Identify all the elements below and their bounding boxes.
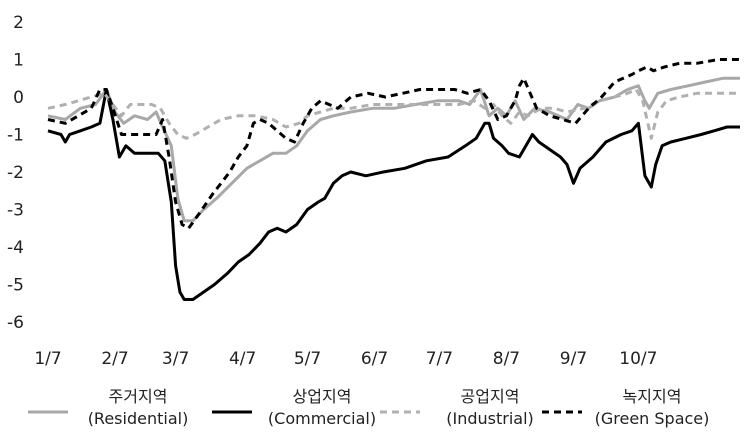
x-tick-label: 6/7 [361,349,388,369]
x-tick-label: 9/7 [560,349,587,369]
series-line-1 [47,76,740,223]
legend-label: 녹지지역 (Green Space) [595,387,710,428]
y-tick-label: -1 [7,126,24,146]
x-tick-label: 1/7 [34,349,61,369]
series-lines [47,58,740,301]
x-tick-label: 2/7 [101,349,128,369]
legend-item-2: 상업지역 (Commercial) [212,387,376,428]
y-tick-label: -4 [7,238,24,258]
series-line-4 [47,58,740,230]
series-line-2 [47,88,740,301]
x-axis-ticks: 1/7 2/7 3/7 4/7 5/7 6/7 7/7 8/7 9/7 10/7 [34,349,657,369]
legend-label: 주거지역 (Residential) [88,387,189,428]
legend: 주거지역 (Residential) 상업지역 (Commercial) 공업지역 (In… [28,387,709,428]
x-tick-label: 7/7 [426,349,453,369]
x-tick-label: 5/7 [294,349,321,369]
x-tick-label: 4/7 [229,349,256,369]
y-tick-label: -3 [7,201,24,221]
legend-item-1: 주거지역 (Residential) [28,387,188,428]
x-tick-label: 10/7 [619,349,657,369]
y-axis-ticks: 2 1 0 -1 -2 -3 -4 -5 -6 [7,13,24,333]
legend-label: 상업지역 (Commercial) [268,387,376,428]
y-tick-label: 2 [13,13,24,33]
series-line-3 [47,88,740,140]
y-tick-label: -2 [7,163,24,183]
legend-label: 공업지역 (Industrial) [446,387,534,428]
y-tick-label: -5 [7,276,24,296]
y-tick-label: -6 [7,313,24,333]
y-tick-label: 0 [13,88,24,108]
y-tick-label: 1 [13,51,24,71]
legend-item-3: 공업지역 (Industrial) [380,387,534,428]
x-tick-label: 8/7 [493,349,520,369]
x-tick-label: 3/7 [162,349,189,369]
legend-item-4: 녹지지역 (Green Space) [542,387,709,428]
